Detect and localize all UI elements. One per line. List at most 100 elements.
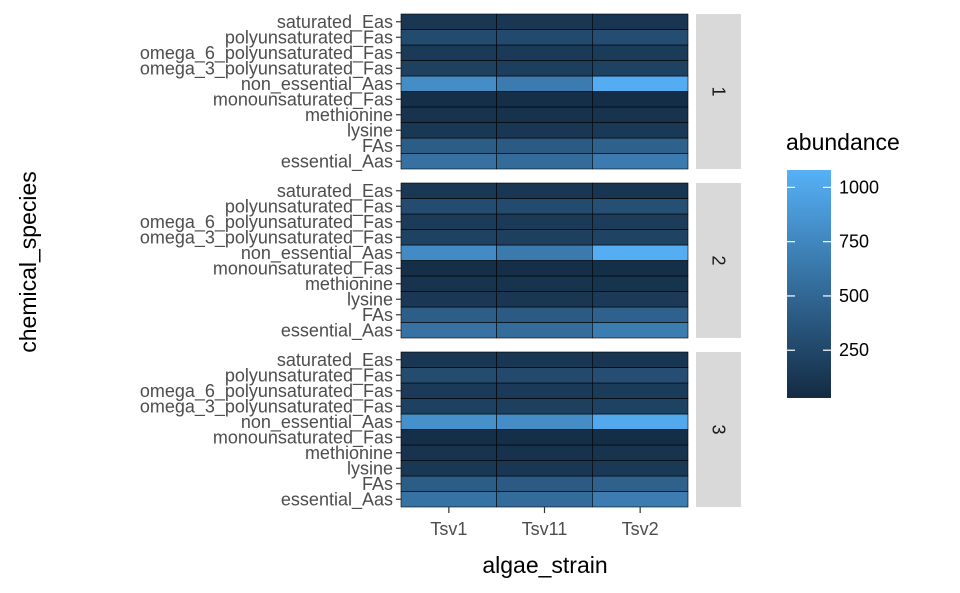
heatmap-cell	[496, 75, 593, 92]
heatmap-cell	[400, 398, 497, 415]
heatmap-cell	[400, 275, 497, 292]
heatmap-cell	[400, 306, 497, 323]
facet-strip-label: 2	[709, 255, 729, 265]
heatmap-cell	[400, 75, 497, 92]
heatmap-cell	[400, 413, 497, 430]
legend-break-label: 500	[839, 286, 869, 306]
heatmap-cell	[496, 44, 593, 61]
y-tick-label: omega_6_polyunsaturated_Fas	[140, 381, 393, 402]
heatmap-cell	[592, 413, 689, 430]
legend-break-label: 750	[839, 232, 869, 252]
heatmap-cell	[496, 153, 593, 170]
heatmap-cell	[592, 229, 689, 246]
heatmap-cell	[496, 260, 593, 277]
y-tick-label: methionine	[305, 274, 393, 294]
heatmap-cell	[400, 322, 497, 339]
y-tick-label: omega_3_polyunsaturated_Fas	[140, 396, 393, 417]
y-tick-label: lysine	[347, 120, 393, 140]
heatmap-cell	[496, 213, 593, 230]
heatmap-cell	[592, 137, 689, 154]
heatmap-cell	[400, 351, 497, 368]
heatmap-cell	[496, 275, 593, 292]
heatmap-cell	[400, 106, 497, 123]
heatmap-cell	[592, 429, 689, 446]
heatmap-cell	[496, 382, 593, 399]
heatmap-cell	[592, 475, 689, 492]
y-tick-label: lysine	[347, 289, 393, 309]
facet-strip	[696, 352, 741, 507]
heatmap-cell	[592, 244, 689, 261]
heatmap-cell	[496, 91, 593, 108]
heatmap-cell	[592, 13, 689, 30]
heatmap-cell	[496, 122, 593, 139]
heatmap-cell	[400, 29, 497, 46]
heatmap-cell	[400, 382, 497, 399]
heatmap-cell	[592, 153, 689, 170]
heatmap-cell	[496, 444, 593, 461]
y-tick-label: non_essential_Aas	[241, 412, 393, 433]
facet-panel-3: essential_AasFAslysinemethioninemonounsa…	[140, 350, 741, 510]
facet-strip-label: 3	[709, 424, 729, 434]
heatmap-cell	[496, 306, 593, 323]
y-tick-label: polyunsaturated_Fas	[225, 365, 393, 386]
y-tick-label: omega_3_polyunsaturated_Fas	[140, 227, 393, 248]
heatmap-cell	[592, 444, 689, 461]
heatmap-cell	[592, 106, 689, 123]
y-tick-label: polyunsaturated_Fas	[225, 196, 393, 217]
heatmap-cell	[400, 475, 497, 492]
heatmap-cell	[592, 382, 689, 399]
y-tick-label: non_essential_Aas	[241, 74, 393, 95]
y-tick-label: essential_Aas	[281, 489, 393, 510]
heatmap-cell	[592, 60, 689, 77]
heatmap-cell	[592, 306, 689, 323]
heatmap-cell	[592, 367, 689, 384]
heatmap-cell	[592, 491, 689, 508]
y-tick-label: omega_6_polyunsaturated_Fas	[140, 212, 393, 233]
facet-strip-label: 1	[709, 86, 729, 96]
x-tick-label: Tsv11	[522, 519, 568, 539]
heatmap-cell	[592, 198, 689, 215]
y-tick-label: lysine	[347, 458, 393, 478]
heatmap-cell	[400, 460, 497, 477]
legend-break-label: 250	[839, 340, 869, 360]
heatmap-cell	[592, 182, 689, 199]
heatmap-cell	[400, 429, 497, 446]
y-tick-label: essential_Aas	[281, 320, 393, 341]
heatmap-cell	[400, 153, 497, 170]
heatmap-cell	[496, 13, 593, 30]
y-tick-label: non_essential_Aas	[241, 243, 393, 264]
heatmap-cell	[592, 398, 689, 415]
legend: abundance 250 500 750 1000	[786, 129, 900, 398]
heatmap-cell	[400, 367, 497, 384]
heatmap-cell	[592, 29, 689, 46]
heatmap-cell	[592, 351, 689, 368]
heatmap-cell	[496, 475, 593, 492]
heatmap-cell	[400, 213, 497, 230]
heatmap-cell	[496, 198, 593, 215]
heatmap-cell	[400, 244, 497, 261]
heatmap-cell	[592, 275, 689, 292]
heatmap-cell	[592, 291, 689, 308]
legend-colorbar	[787, 170, 831, 398]
y-tick-label: omega_6_polyunsaturated_Fas	[140, 43, 393, 64]
y-tick-label: monounsaturated_Fas	[213, 89, 393, 110]
heatmap-cell	[496, 182, 593, 199]
heatmap-cell	[592, 460, 689, 477]
x-axis: Tsv1 Tsv11 Tsv2	[430, 507, 659, 539]
heatmap-cell	[400, 491, 497, 508]
y-tick-label: methionine	[305, 105, 393, 125]
y-tick-label: methionine	[305, 443, 393, 463]
heatmap-cell	[592, 122, 689, 139]
x-tick-label: Tsv2	[622, 519, 659, 539]
facet-panels: essential_AasFAslysinemethioninemonounsa…	[140, 12, 741, 510]
facet-strip	[696, 183, 741, 338]
heatmap-cell	[496, 429, 593, 446]
y-tick-label: saturated_Eas	[277, 350, 393, 371]
y-tick-label: FAs	[362, 136, 393, 156]
heatmap-cell	[496, 413, 593, 430]
heatmap-cell	[400, 91, 497, 108]
facet-panel-2: essential_AasFAslysinemethioninemonounsa…	[140, 181, 741, 341]
y-tick-label: FAs	[362, 474, 393, 494]
heatmap-cell	[496, 229, 593, 246]
